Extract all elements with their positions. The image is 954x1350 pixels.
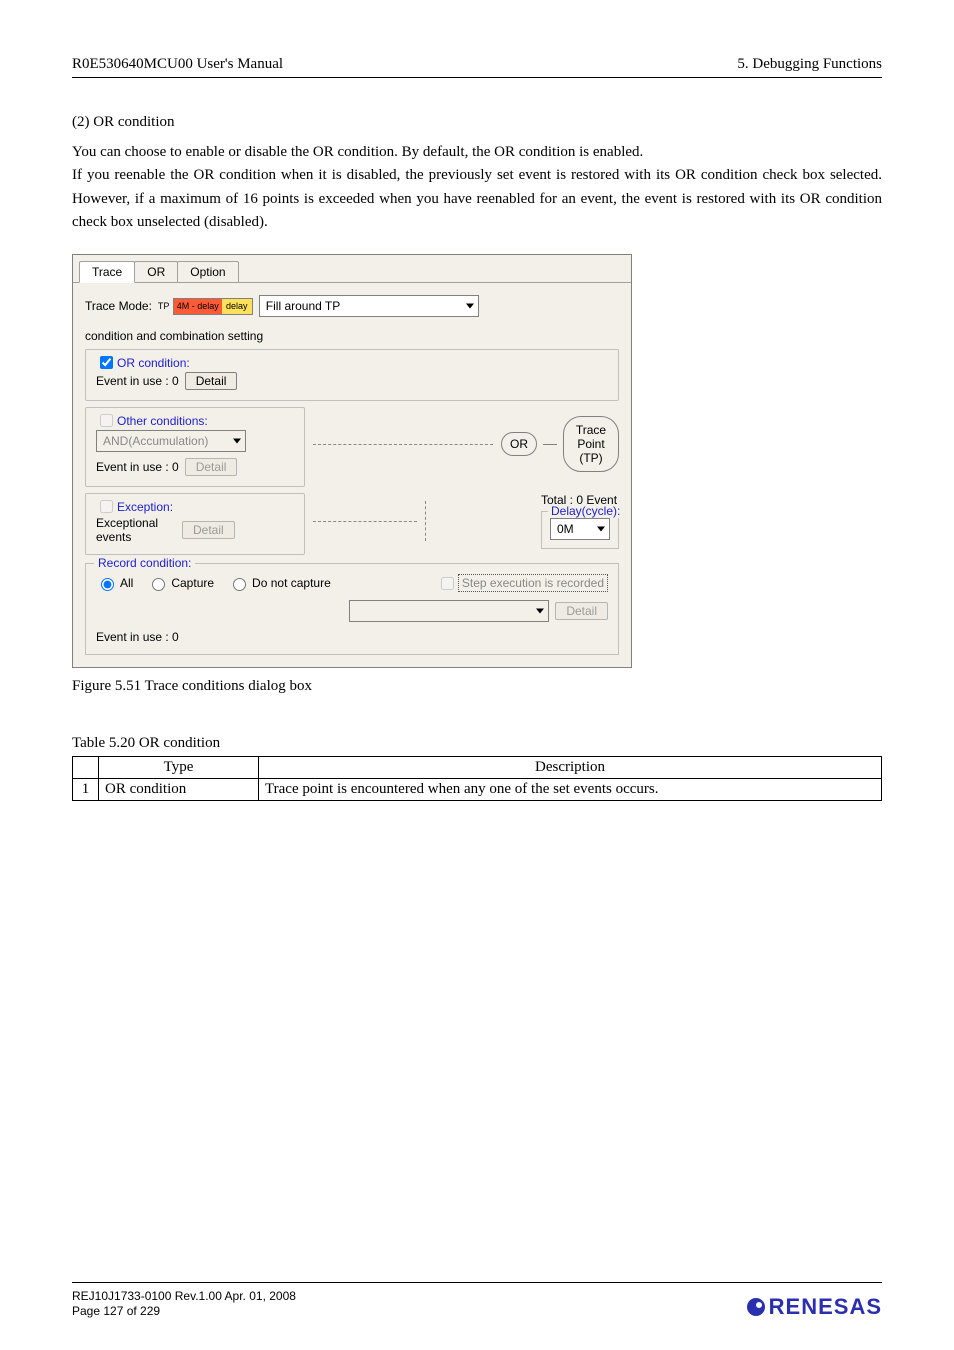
tab-trace[interactable]: Trace	[79, 261, 135, 283]
radio-capture[interactable]	[152, 578, 165, 591]
radio-all[interactable]	[101, 578, 114, 591]
footer-line1: REJ10J1733-0100 Rev.1.00 Apr. 01, 2008	[72, 1289, 296, 1305]
tab-or[interactable]: OR	[134, 261, 178, 282]
header-right: 5. Debugging Functions	[737, 56, 882, 73]
figure-caption: Figure 5.51 Trace conditions dialog box	[72, 678, 882, 695]
dashed-connector-2	[313, 521, 417, 522]
delay-cycle-label: Delay(cycle):	[548, 504, 623, 518]
tab-strip: Trace OR Option	[73, 255, 631, 283]
or-condition-table: Type Description 1 OR condition Trace po…	[72, 756, 882, 801]
renesas-brand: RENESAS	[769, 1294, 882, 1320]
tab-option[interactable]: Option	[177, 261, 238, 282]
table-caption: Table 5.20 OR condition	[72, 735, 882, 752]
page-footer: REJ10J1733-0100 Rev.1.00 Apr. 01, 2008 P…	[72, 1282, 882, 1320]
delay-value: 0M	[557, 522, 574, 536]
exception-label: Exception:	[117, 500, 173, 514]
row1-type: OR condition	[99, 779, 259, 801]
exceptional-events-label: Exceptional events	[96, 516, 176, 544]
event-in-use-record: Event in use : 0	[96, 630, 608, 644]
header-left: R0E530640MCU00 User's Manual	[72, 56, 283, 73]
or-condition-label: OR condition:	[117, 356, 190, 370]
col-blank	[73, 757, 99, 779]
detail-button-record: Detail	[555, 602, 608, 620]
para2: If you reenable the OR condition when it…	[72, 167, 882, 230]
radio-capture-label: Capture	[171, 576, 214, 590]
col-desc: Description	[259, 757, 882, 779]
row1-desc: Trace point is encountered when any one …	[259, 779, 882, 801]
mode-bar: 4M - delay delay	[173, 298, 253, 315]
or-node: OR	[501, 432, 537, 456]
tp-node-l2: Point	[574, 437, 608, 451]
exception-checkbox[interactable]	[100, 500, 113, 513]
tracemode-select[interactable]: Fill around TP	[259, 295, 479, 317]
other-conditions-label: Other conditions:	[117, 414, 208, 428]
section-number: (2) OR condition	[72, 114, 882, 131]
tp-node-l1: Trace	[574, 423, 608, 437]
dashed-connector-1	[313, 444, 493, 445]
tracemode-label: Trace Mode:	[85, 299, 152, 313]
trace-conditions-dialog: Trace OR Option Trace Mode: TP 4M - dela…	[72, 254, 632, 668]
para1: You can choose to enable or disable the …	[72, 144, 643, 160]
bar-seg-left: 4M - delay	[174, 299, 222, 314]
detail-button-or[interactable]: Detail	[185, 372, 238, 390]
delay-cycle-select[interactable]: 0M	[550, 518, 610, 540]
table-row: 1 OR condition Trace point is encountere…	[73, 779, 882, 801]
detail-button-exception: Detail	[182, 521, 235, 539]
and-accum-select[interactable]: AND(Accumulation)	[96, 430, 246, 452]
col-type: Type	[99, 757, 259, 779]
tracemode-value: Fill around TP	[266, 299, 340, 313]
radio-donotcapture[interactable]	[233, 578, 246, 591]
table-header-row: Type Description	[73, 757, 882, 779]
bar-seg-right: delay	[222, 299, 252, 314]
header-underline	[72, 77, 882, 78]
record-select	[349, 600, 549, 622]
radio-all-label: All	[120, 576, 133, 590]
record-condition-box: Record condition: All Capture Do not cap…	[85, 563, 619, 655]
or-condition-checkbox[interactable]	[100, 356, 113, 369]
radio-donot-label: Do not capture	[252, 576, 331, 590]
event-in-use-other: Event in use : 0	[96, 460, 179, 474]
record-condition-label: Record condition:	[94, 556, 195, 570]
trace-point-node: Trace Point (TP)	[563, 416, 619, 472]
other-condition-checkbox[interactable]	[100, 414, 113, 427]
tp-node-l3: (TP)	[574, 451, 608, 465]
row1-num: 1	[73, 779, 99, 801]
renesas-logo-icon	[747, 1298, 765, 1316]
cond-title: condition and combination setting	[85, 329, 619, 343]
footer-line2: Page 127 of 229	[72, 1304, 296, 1320]
connector-line	[543, 444, 557, 445]
step-exec-checkbox[interactable]	[441, 577, 454, 590]
step-exec-label: Step execution is recorded	[458, 574, 608, 592]
event-in-use-or: Event in use : 0	[96, 374, 179, 388]
vdash	[425, 501, 426, 541]
tp-marker: TP	[158, 299, 170, 314]
detail-button-other: Detail	[185, 458, 238, 476]
renesas-logo: RENESAS	[747, 1294, 882, 1320]
and-accum-value: AND(Accumulation)	[103, 434, 208, 448]
